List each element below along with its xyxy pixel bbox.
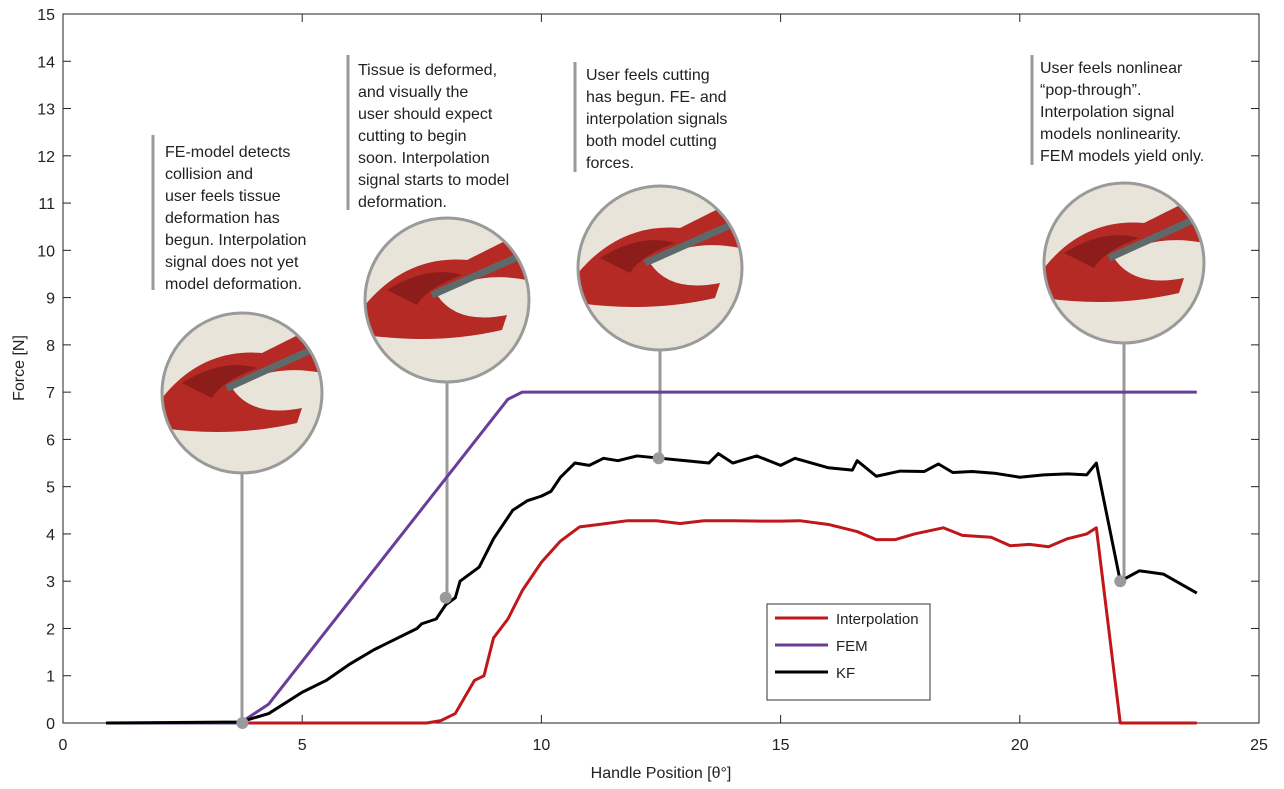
annotation-text: Tissue is deformed, (358, 62, 497, 79)
legend-label: Interpolation (836, 611, 919, 628)
annotation-text: cutting to begin (358, 128, 467, 145)
legend-label: FEM (836, 638, 868, 655)
y-tick-label: 11 (38, 196, 55, 213)
annotation-text: User feels cutting (586, 67, 710, 84)
y-tick-label: 3 (46, 574, 55, 591)
y-tick-label: 13 (37, 102, 55, 119)
series-line (106, 454, 1197, 723)
legend-label: KF (836, 665, 855, 682)
y-tick-label: 15 (37, 7, 55, 24)
x-tick-label: 5 (298, 737, 307, 754)
y-tick-label: 1 (46, 669, 55, 686)
annotation-text: “pop-through”. (1040, 82, 1141, 99)
annotation-text: soon. Interpolation (358, 150, 490, 167)
annotation-text: deformation has (165, 210, 280, 227)
y-tick-label: 12 (37, 149, 55, 166)
x-tick-label: 0 (59, 737, 68, 754)
annotation-text: Interpolation signal (1040, 104, 1174, 121)
callout: User feels cutting has begun. FE- and inte… (575, 62, 742, 458)
annotation-text: signal starts to model (358, 172, 509, 189)
annotation-text: FEM models yield only. (1040, 148, 1204, 165)
annotation-point (440, 592, 452, 604)
y-tick-label: 0 (46, 716, 55, 733)
callout: FE-model detects collision and user feels … (153, 135, 322, 723)
annotation-text: FE-model detects (165, 144, 290, 161)
annotation-text: User feels nonlinear (1040, 60, 1183, 77)
annotation-text: has begun. FE- and (586, 89, 727, 106)
annotation-text: both model cutting (586, 133, 717, 150)
x-tick-label: 10 (533, 737, 551, 754)
x-tick-label: 25 (1250, 737, 1268, 754)
y-tick-label: 4 (46, 527, 55, 544)
annotation-point (1114, 575, 1126, 587)
chart: Handle Position [θ°] Force [N] 051015202… (0, 0, 1284, 789)
y-tick-label: 8 (46, 338, 55, 355)
y-axis-label: Force [N] (11, 335, 28, 401)
y-tick-label: 5 (46, 480, 55, 497)
annotation-point (653, 452, 665, 464)
annotation-text: user feels tissue (165, 188, 281, 205)
legend: Interpolation FEM KF (767, 604, 930, 700)
series-line (106, 521, 1197, 723)
annotation-text: and visually the (358, 84, 468, 101)
annotation-text: model deformation. (165, 276, 302, 293)
annotation-text: user should expect (358, 106, 493, 123)
y-tick-label: 7 (46, 385, 55, 402)
annotation-text: interpolation signals (586, 111, 727, 128)
y-tick-label: 2 (46, 621, 55, 638)
annotation-point (236, 717, 248, 729)
annotation-text: collision and (165, 166, 253, 183)
callout: Tissue is deformed, and visually the user … (348, 55, 529, 598)
x-tick-label: 20 (1011, 737, 1029, 754)
y-tick-label: 10 (37, 243, 55, 260)
y-tick-label: 6 (46, 432, 55, 449)
annotation-text: models nonlinearity. (1040, 126, 1181, 143)
x-axis-label: Handle Position [θ°] (591, 765, 732, 782)
callout: User feels nonlinear “pop-through”. Interp… (1032, 55, 1204, 581)
annotation-text: begun. Interpolation (165, 232, 306, 249)
annotation-text: signal does not yet (165, 254, 299, 271)
y-tick-label: 9 (46, 291, 55, 308)
y-tick-label: 14 (37, 54, 55, 71)
annotation-text: deformation. (358, 194, 447, 211)
annotation-text: forces. (586, 155, 634, 172)
x-tick-label: 15 (772, 737, 790, 754)
